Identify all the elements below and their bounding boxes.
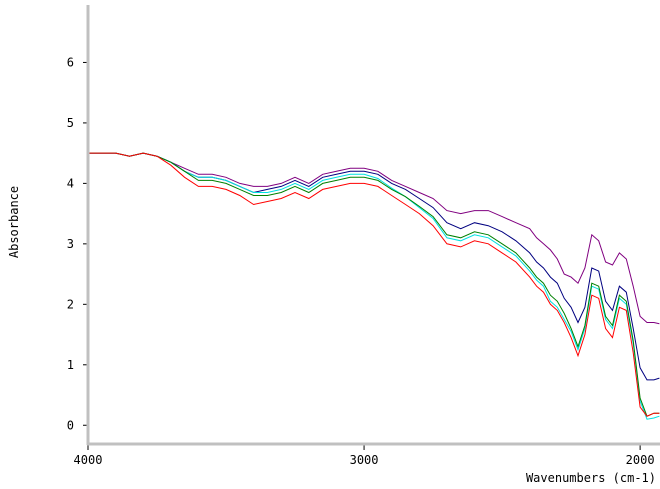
y-tick-label: 6 [67,55,74,69]
x-tick-label: 4000 [74,453,103,467]
y-tick-label: 4 [67,176,74,190]
y-tick-label: 5 [67,116,74,130]
y-tick-label: 2 [67,297,74,311]
x-tick-label: 2000 [626,453,655,467]
x-axis-label: Wavenumbers (cm-1) [526,471,656,485]
y-tick-label: 1 [67,358,74,372]
spectrum-line [88,152,660,417]
y-tick-label: 3 [67,237,74,251]
spectrum-line [88,152,660,325]
y-axis-label: Absorbance [7,186,21,258]
spectrum-line [88,152,660,420]
y-tick-label: 0 [67,418,74,432]
spectrum-line [88,152,660,381]
spectrum-line [88,152,660,417]
x-tick-label: 3000 [350,453,379,467]
